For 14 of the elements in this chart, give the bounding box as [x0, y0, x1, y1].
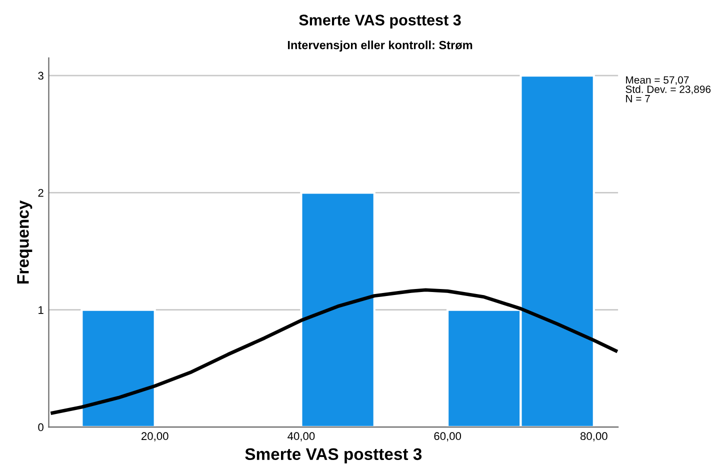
y-axis-title: Frequency	[17, 200, 32, 284]
chart-subtitle: Intervensjon eller kontroll: Strøm	[288, 40, 472, 52]
x-tick-label: 20,00	[142, 432, 168, 442]
x-tick-label: 60,00	[434, 432, 462, 442]
y-tick-label: 0	[38, 423, 44, 432]
x-tick-label: 40,00	[288, 432, 315, 442]
x-axis-title: Smerte VAS posttest 3	[245, 448, 422, 464]
text: Mean = 57,07 Std. Dev. = 23,896 N = 7	[626, 76, 711, 102]
x-tick-label: 80,00	[580, 432, 608, 442]
line-series	[50, 288, 618, 415]
chart-title: Smerte VAS posttest 3	[299, 14, 461, 28]
y-tick-label: 3	[38, 72, 44, 80]
y-tick-label: 2	[38, 188, 44, 197]
y-tick-label: 1	[38, 306, 44, 314]
